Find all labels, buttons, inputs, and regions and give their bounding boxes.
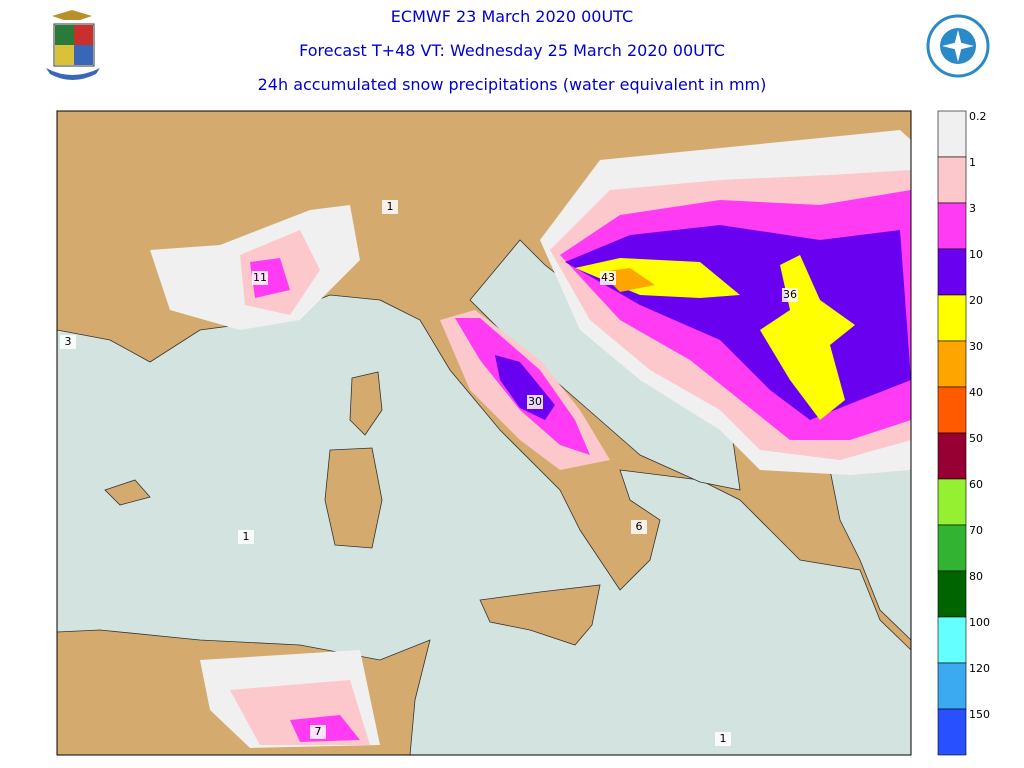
colorbar-label: 20 — [969, 294, 983, 307]
map-label: 6 — [636, 520, 643, 533]
map-label-bg — [631, 520, 647, 534]
map-label-bg — [310, 725, 326, 739]
logo-right — [926, 14, 990, 78]
title: ECMWF 23 March 2020 00UTC — [391, 7, 633, 26]
sea — [57, 294, 911, 755]
map-label-bg — [527, 395, 543, 409]
description: 24h accumulated snow precipitations (wat… — [258, 75, 767, 94]
map-label-bg — [382, 200, 398, 214]
colorbar-label: 30 — [969, 340, 983, 353]
map-label-bg — [600, 271, 616, 285]
colorbar-swatch — [937, 202, 967, 250]
subtitle: Forecast T+48 VT: Wednesday 25 March 202… — [299, 41, 725, 60]
snow-areas — [150, 130, 911, 748]
map-label-bg — [60, 335, 76, 349]
colorbar-label: 1 — [969, 156, 976, 169]
colorbar-label: 100 — [969, 616, 990, 629]
map-label: 36 — [783, 288, 797, 301]
colorbar-label: 70 — [969, 524, 983, 537]
colorbar-label: 0.2 — [969, 110, 987, 123]
map-label: 1 — [720, 732, 727, 745]
colorbar-swatch — [937, 478, 967, 526]
map-label: 30 — [528, 395, 542, 408]
map-label: 7 — [315, 725, 322, 738]
colorbar-swatch — [937, 340, 967, 388]
colorbar-swatch — [937, 248, 967, 296]
colorbar-label: 150 — [969, 708, 990, 721]
colorbar-swatch — [937, 110, 967, 158]
colorbar-label: 10 — [969, 248, 983, 261]
map-label-bg — [715, 732, 731, 746]
colorbar-swatch — [937, 524, 967, 572]
map-label-bg — [238, 530, 254, 544]
colorbar-label: 80 — [969, 570, 983, 583]
colorbar-label: 60 — [969, 478, 983, 491]
map-label: 43 — [601, 271, 615, 284]
colorbar-swatch — [937, 708, 967, 756]
map-label: 3 — [65, 335, 72, 348]
map-label-bg — [252, 271, 268, 285]
colorbar-swatch — [937, 662, 967, 710]
logo-left — [46, 10, 100, 80]
map-label-bg — [782, 288, 798, 302]
adriatic-sea — [469, 239, 741, 491]
colorbar-swatch — [937, 616, 967, 664]
colorbar-swatch — [937, 294, 967, 342]
colorbar-swatch — [937, 432, 967, 480]
colorbar-label: 120 — [969, 662, 990, 675]
colorbar-label: 50 — [969, 432, 983, 445]
map-label: 1 — [243, 530, 250, 543]
colorbar-label: 3 — [969, 202, 976, 215]
map-label: 1 — [387, 200, 394, 213]
colorbar-swatch — [937, 386, 967, 434]
islands — [104, 371, 601, 646]
colorbar: 0.2 1 3 10 20 30 40 50 60 70 80 100 120 150 — [937, 110, 990, 756]
colorbar-swatch — [937, 570, 967, 618]
map-frame — [56, 110, 912, 756]
colorbar-swatch — [937, 156, 967, 204]
map-label: 11 — [253, 271, 267, 284]
colorbar-label: 40 — [969, 386, 983, 399]
